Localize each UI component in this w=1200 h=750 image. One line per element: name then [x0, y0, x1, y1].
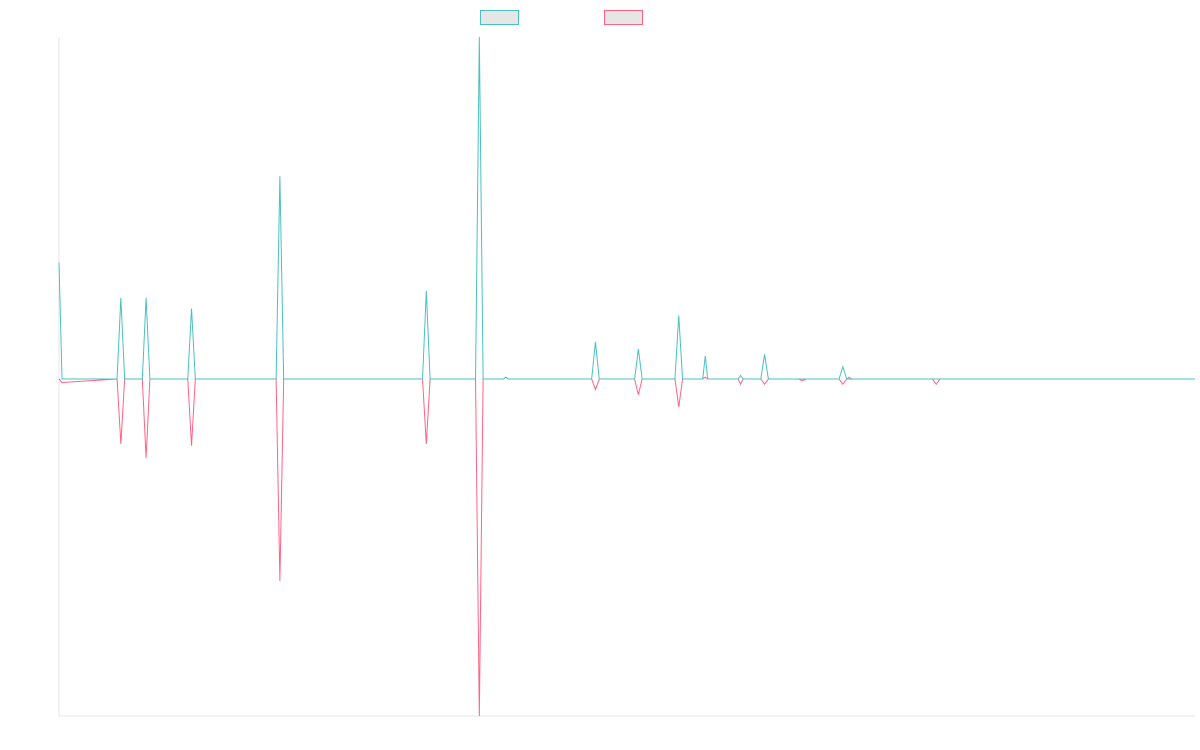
series-line-2[interactable]	[58, 376, 1195, 717]
legend-swatch-series-2[interactable]	[604, 10, 643, 25]
series-line-1[interactable]	[58, 36, 1195, 380]
legend-swatch-series-1[interactable]	[480, 10, 519, 25]
